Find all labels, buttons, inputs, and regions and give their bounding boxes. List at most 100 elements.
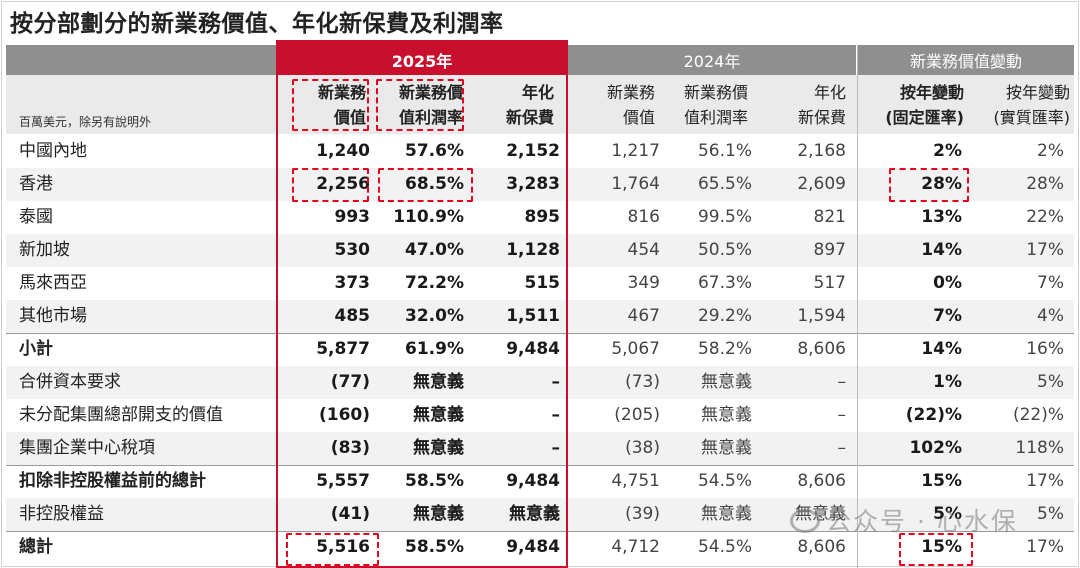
table-row: 總計 5,516 58.5% 9,484 4,712 54.5% 8,606 15% 17% xyxy=(6,531,1074,564)
cell-cf: 1% xyxy=(933,372,962,392)
cell-m25: 110.9% xyxy=(393,207,464,227)
cell-m24: 54.5% xyxy=(697,537,752,557)
cell-m24: 67.3% xyxy=(697,273,752,293)
table-row: 合併資本要求 (77) 無意義 – (73) 無意義 – 1% 5% xyxy=(6,366,1074,399)
cell-v25: 1,240 xyxy=(316,141,370,161)
cell-ca: 22% xyxy=(1026,207,1064,227)
row-label: 中國內地 xyxy=(19,141,87,161)
divider-2024-change xyxy=(857,45,858,568)
cell-m25: 58.5% xyxy=(405,471,464,491)
cell-v24: 1,217 xyxy=(611,141,660,161)
cell-v24: 4,751 xyxy=(611,471,660,491)
row-separator xyxy=(6,332,1074,334)
cell-m25: 無意義 xyxy=(413,438,464,458)
row-label: 非控股權益 xyxy=(19,504,104,524)
row-label: 總計 xyxy=(19,537,53,557)
cell-v24: 467 xyxy=(627,306,660,326)
cell-m25: 32.0% xyxy=(405,306,464,326)
cell-v25: 485 xyxy=(334,306,371,326)
row-label: 香港 xyxy=(19,174,53,194)
cell-v24: (73) xyxy=(625,372,660,392)
row-label: 新加坡 xyxy=(19,240,70,260)
cell-a25: – xyxy=(551,372,561,392)
cell-a25: 3,283 xyxy=(506,174,560,194)
cell-m25: 無意義 xyxy=(413,405,464,425)
watermark: 公众号 · 心水保 xyxy=(790,502,1018,538)
colhead-ape-2025: 年化 新保費 xyxy=(505,83,554,127)
cell-v24: (205) xyxy=(614,405,660,425)
cell-cf: 13% xyxy=(921,207,962,227)
colhead-ape-2024: 年化 新保費 xyxy=(797,83,846,127)
cell-cf: 14% xyxy=(921,240,962,260)
cell-cf: 28% xyxy=(921,174,962,194)
group-header-2024: 2024年 xyxy=(683,52,741,71)
cell-v24: 1,764 xyxy=(611,174,660,194)
cell-a24: 2,609 xyxy=(797,174,846,194)
cell-v24: (38) xyxy=(625,438,660,458)
cell-ca: 17% xyxy=(1026,471,1064,491)
cell-cf: 15% xyxy=(921,471,962,491)
table-row: 非控股權益 (41) 無意義 無意義 (39) 無意義 無意義 5% 5% xyxy=(6,498,1074,531)
cell-v25: (83) xyxy=(330,438,370,458)
row-label: 小計 xyxy=(19,339,53,359)
cell-v25: 5,877 xyxy=(316,339,370,359)
cell-cf: 5% xyxy=(933,504,962,524)
cell-a25: 895 xyxy=(524,207,561,227)
cell-a24: 821 xyxy=(813,207,846,227)
row-label: 集團企業中心稅項 xyxy=(19,438,155,458)
cell-cf: 7% xyxy=(933,306,962,326)
cell-a24: 8,606 xyxy=(797,339,846,359)
cell-v25: 2,256 xyxy=(316,174,370,194)
group-header-2025-band: 2025年 xyxy=(276,40,568,75)
cell-m24: 65.5% xyxy=(697,174,752,194)
row-label: 合併資本要求 xyxy=(19,372,121,392)
cell-a24: – xyxy=(837,405,847,425)
cell-ca: 17% xyxy=(1026,537,1064,557)
cell-cf: 2% xyxy=(933,141,962,161)
cell-ca: 7% xyxy=(1037,273,1064,293)
table-row: 泰國 993 110.9% 895 816 99.5% 821 13% 22% xyxy=(6,201,1074,234)
colhead-yoy-fixed: 按年變動 (固定匯率) xyxy=(885,83,964,127)
header-band-2024: 2024年 xyxy=(568,45,856,75)
watermark-text: 公众号 · 心水保 xyxy=(826,507,1018,536)
cell-v24: 5,067 xyxy=(611,339,660,359)
header-band-left xyxy=(6,45,276,75)
cell-m24: 99.5% xyxy=(697,207,752,227)
cell-a25: 9,484 xyxy=(506,339,560,359)
subheader-band xyxy=(6,75,1074,134)
row-label: 馬來西亞 xyxy=(19,273,87,293)
cell-v24: 4,712 xyxy=(611,537,660,557)
cell-m24: 無意義 xyxy=(701,504,752,524)
colhead-margin-2025: 新業務價 值利潤率 xyxy=(398,83,463,127)
cell-ca: 4% xyxy=(1037,306,1064,326)
cell-m24: 無意義 xyxy=(701,372,752,392)
cell-v25: 530 xyxy=(334,240,371,260)
cell-m25: 無意義 xyxy=(413,504,464,524)
cell-m24: 50.5% xyxy=(697,240,752,260)
cell-ca: 5% xyxy=(1037,372,1064,392)
cell-ca: 2% xyxy=(1037,141,1064,161)
cell-v25: (160) xyxy=(318,405,370,425)
table-row: 其他市場 485 32.0% 1,511 467 29.2% 1,594 7% 4% xyxy=(6,300,1074,333)
header-band-change: 新業務價值變動 xyxy=(858,45,1074,75)
cell-ca: 5% xyxy=(1037,504,1064,524)
cell-a25: 2,152 xyxy=(506,141,560,161)
table-row: 扣除非控股權益前的總計 5,557 58.5% 9,484 4,751 54.5% 8,60… xyxy=(6,465,1074,498)
cell-m25: 57.6% xyxy=(405,141,464,161)
cell-v24: 454 xyxy=(627,240,660,260)
table-row: 香港 2,256 68.5% 3,283 1,764 65.5% 2,609 28% 28% xyxy=(6,168,1074,201)
cell-cf: (22)% xyxy=(905,405,962,425)
cell-v25: (41) xyxy=(330,504,370,524)
cell-v25: 993 xyxy=(334,207,371,227)
wechat-icon xyxy=(790,509,820,533)
row-label: 未分配集團總部開支的價值 xyxy=(19,405,223,425)
table-row: 新加坡 530 47.0% 1,128 454 50.5% 897 14% 17% xyxy=(6,234,1074,267)
cell-v25: 5,557 xyxy=(316,471,370,491)
row-label: 其他市場 xyxy=(19,306,87,326)
cell-a24: 8,606 xyxy=(797,537,846,557)
cell-a25: – xyxy=(551,405,561,425)
cell-m25: 61.9% xyxy=(405,339,464,359)
cell-m24: 無意義 xyxy=(701,405,752,425)
cell-ca: 17% xyxy=(1026,240,1064,260)
cell-a25: 1,511 xyxy=(506,306,560,326)
